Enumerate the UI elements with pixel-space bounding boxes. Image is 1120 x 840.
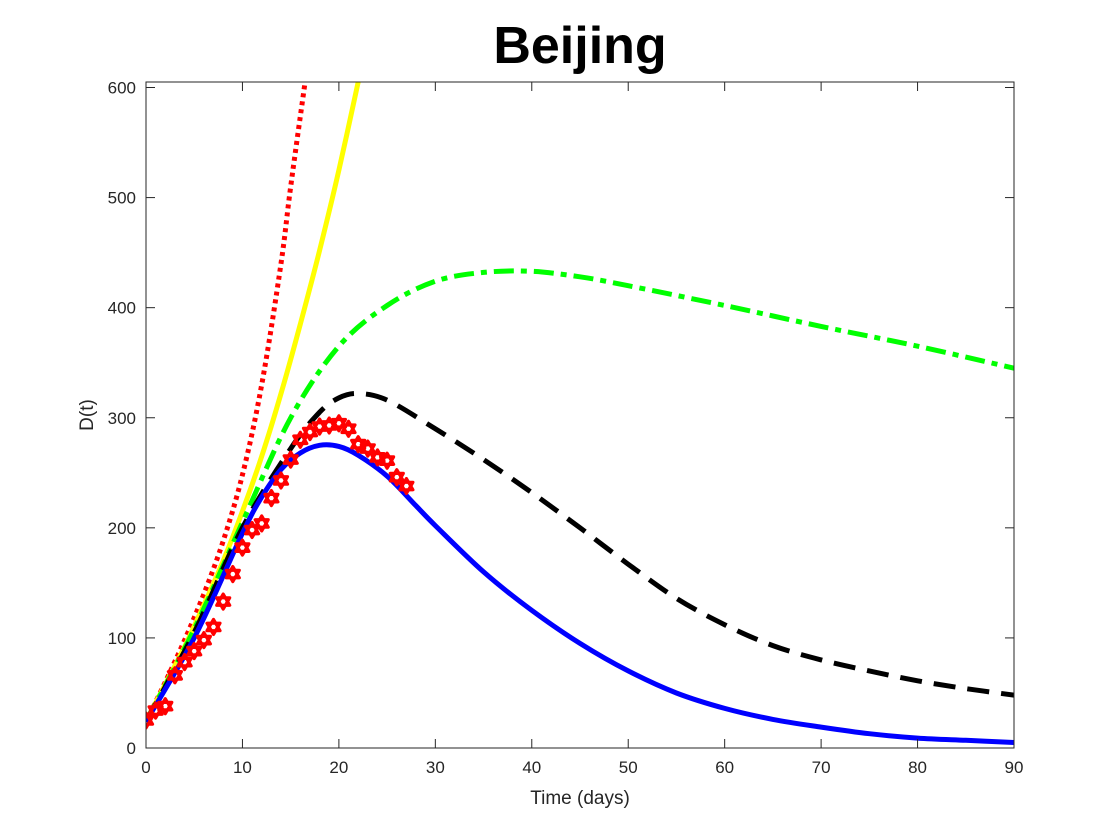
data-point-marker [359,439,376,458]
data-point-marker [157,697,174,716]
data-point-marker [146,711,155,730]
x-axis-label: Time (days) [530,788,630,809]
y-tick-label: 200 [108,519,136,538]
x-tick-label: 20 [329,758,348,777]
x-tick-label: 70 [812,758,831,777]
data-point-marker [195,630,212,650]
data-point-marker [272,471,290,490]
data-point-marker [398,476,415,496]
x-tick-label: 60 [715,758,734,777]
x-tick-label: 30 [426,758,445,777]
x-tick-label: 10 [233,758,252,777]
data-point-marker [215,592,232,611]
y-tick-label: 0 [127,739,136,758]
y-tick-label: 600 [108,79,136,98]
data-point-marker [224,564,241,584]
series-line-dotted-red [146,82,308,723]
series-line-dashed-black [146,390,1014,723]
series-layer [146,82,1014,745]
y-tick-label: 100 [108,629,136,648]
data-point-marker [186,641,203,661]
y-tick-label: 400 [108,299,136,318]
data-point-marker [253,514,270,533]
chart-title: Beijing [493,17,666,75]
y-tick-label: 300 [108,409,136,428]
y-tick-label: 500 [108,189,136,208]
ticks-layer: 0 10 20 30 40 50 60 70 80 90 0 100 200 300 400 500 600 [108,79,1024,777]
x-tick-label: 90 [1005,758,1024,777]
x-tick-label: 50 [619,758,638,777]
x-tick-label: 80 [908,758,927,777]
data-point-marker [263,489,280,508]
x-tick-label: 40 [522,758,541,777]
plot-frame [145,81,1015,749]
data-point-marker [292,430,309,449]
data-point-marker [205,617,222,637]
data-point-marker [340,419,357,438]
series-line-solid-blue [146,442,1014,745]
data-point-marker [379,451,396,470]
x-tick-label: 0 [141,758,150,777]
data-point-marker [166,666,183,685]
data-point-marker [176,652,193,672]
y-axis-label: D(t) [77,399,98,431]
data-point-marker [282,450,299,469]
data-point-marker [388,468,405,487]
data-point-marker [234,538,251,557]
